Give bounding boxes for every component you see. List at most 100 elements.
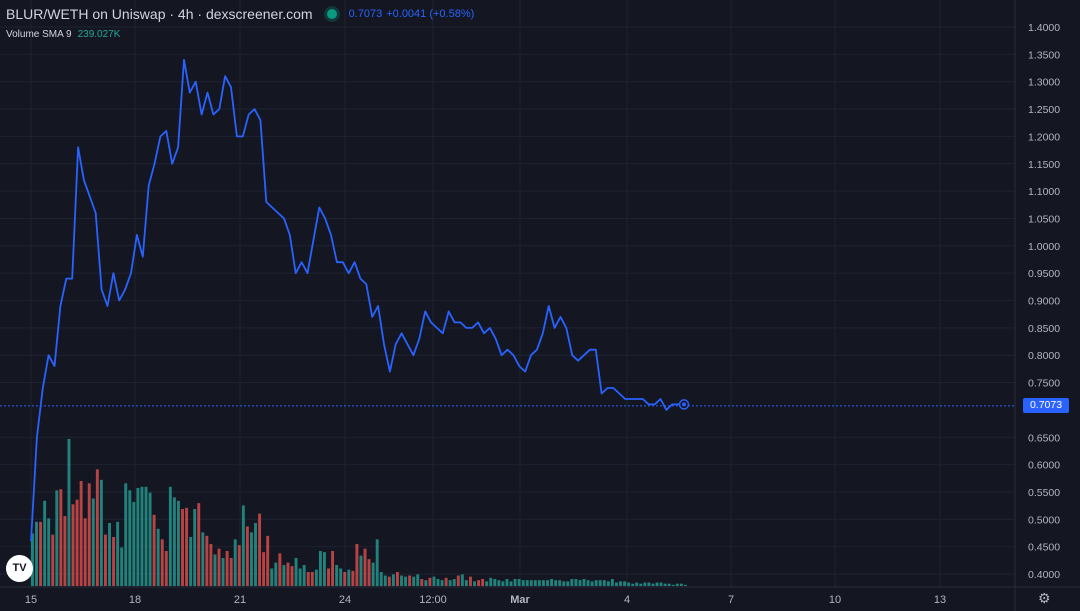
- volume-bar: [335, 565, 339, 586]
- volume-bar: [331, 551, 335, 586]
- volume-bar: [278, 553, 282, 586]
- volume-bar: [428, 577, 432, 586]
- volume-bar: [473, 581, 476, 586]
- live-status-icon: [326, 9, 337, 19]
- volume-bar: [448, 580, 452, 586]
- volume-bar: [371, 562, 375, 586]
- volume-bar: [79, 481, 83, 586]
- volume-bar: [168, 486, 172, 586]
- chart-grid: [0, 0, 1015, 587]
- volume-bar: [489, 577, 493, 586]
- volume-bar: [598, 580, 602, 586]
- volume-bar: [237, 545, 241, 586]
- indicator-label: Volume SMA 9: [6, 29, 72, 40]
- volume-bar: [258, 513, 262, 586]
- volume-bar: [578, 580, 582, 586]
- volume-bar: [542, 580, 545, 586]
- volume-bar: [266, 535, 270, 586]
- volume-bar: [225, 551, 229, 586]
- volume-bar: [318, 551, 322, 586]
- volume-bar: [363, 548, 367, 586]
- volume-bar: [185, 507, 189, 586]
- volume-bar: [314, 569, 318, 586]
- x-tick-label: 10: [829, 594, 841, 606]
- volume-bar: [47, 518, 51, 586]
- volume-bar: [306, 572, 310, 586]
- volume-bar: [201, 532, 205, 586]
- volume-bar: [290, 566, 294, 586]
- x-tick-label: 13: [934, 594, 946, 606]
- volume-bar: [647, 582, 651, 586]
- x-tick-label: 12:00: [419, 594, 447, 606]
- volume-bar: [383, 575, 387, 586]
- volume-bar: [164, 551, 168, 586]
- volume-bar: [152, 514, 156, 586]
- volume-bar: [71, 504, 75, 586]
- volume-bar: [452, 579, 456, 586]
- volume-bar: [323, 552, 326, 586]
- y-tick-label: 0.5000: [1028, 514, 1060, 526]
- volume-bar: [566, 581, 570, 586]
- volume-bar: [302, 565, 306, 586]
- volume-bar: [120, 547, 124, 586]
- volume-bar: [493, 579, 497, 586]
- x-tick-label: 18: [129, 594, 141, 606]
- y-tick-label: 0.4500: [1028, 542, 1060, 554]
- volume-bar: [643, 582, 647, 586]
- volume-bar: [481, 579, 485, 586]
- volume-bar: [347, 569, 351, 586]
- volume-bar: [537, 580, 541, 586]
- volume-bar: [562, 581, 566, 586]
- volume-bar: [172, 497, 176, 586]
- volume-bar: [205, 535, 209, 586]
- y-tick-label: 0.8500: [1028, 323, 1060, 335]
- volume-bar: [639, 583, 643, 586]
- volume-bar: [343, 572, 347, 586]
- volume-bar: [197, 503, 201, 586]
- volume-bar: [140, 486, 144, 586]
- y-tick-label: 1.2000: [1028, 131, 1060, 143]
- volume-bar: [424, 580, 428, 586]
- volume-bar: [497, 580, 501, 586]
- volume-bar: [477, 580, 481, 586]
- volume-bar: [529, 580, 533, 586]
- y-tick-label: 1.0000: [1028, 241, 1060, 253]
- volume-bar: [635, 582, 639, 586]
- volume-bar: [262, 552, 266, 586]
- y-tick-label: 0.7500: [1028, 378, 1060, 390]
- volume-bar: [104, 534, 107, 586]
- volume-bar: [359, 555, 363, 586]
- volume-bar: [99, 479, 103, 586]
- volume-bar: [586, 580, 590, 586]
- volume-bar: [623, 581, 627, 586]
- y-tick-label: 0.6500: [1028, 432, 1060, 444]
- indicator-legend[interactable]: Volume SMA 9 239.027K: [6, 29, 120, 40]
- volume-bar: [396, 572, 399, 586]
- volume-bar: [404, 576, 408, 586]
- volume-bar: [460, 574, 464, 586]
- volume-bar: [55, 490, 59, 586]
- volume-bar: [683, 584, 687, 586]
- volume-bar: [112, 537, 116, 586]
- volume-bar: [87, 483, 91, 586]
- volume-bar: [274, 562, 278, 586]
- volume-bar: [254, 523, 257, 586]
- volume-bar: [456, 575, 460, 586]
- volume-bar: [286, 562, 290, 586]
- y-axis: 1.4000 1.3500 1.3000 1.2500 1.2000 1.1500 1.10…: [1014, 0, 1060, 611]
- volume-bar: [610, 579, 614, 586]
- volume-bar: [509, 581, 513, 586]
- volume-bar: [294, 558, 298, 586]
- volume-bar: [124, 483, 128, 586]
- volume-bar: [193, 509, 197, 586]
- volume-bar: [51, 534, 55, 586]
- volume-bar: [136, 488, 140, 586]
- gear-icon[interactable]: ⚙: [1038, 590, 1051, 606]
- volume-bar: [582, 579, 586, 586]
- tradingview-logo[interactable]: TV: [6, 555, 33, 582]
- volume-bar: [31, 533, 34, 586]
- volume-bar: [663, 583, 667, 586]
- volume-bar: [233, 539, 237, 586]
- volume-bar: [132, 502, 136, 586]
